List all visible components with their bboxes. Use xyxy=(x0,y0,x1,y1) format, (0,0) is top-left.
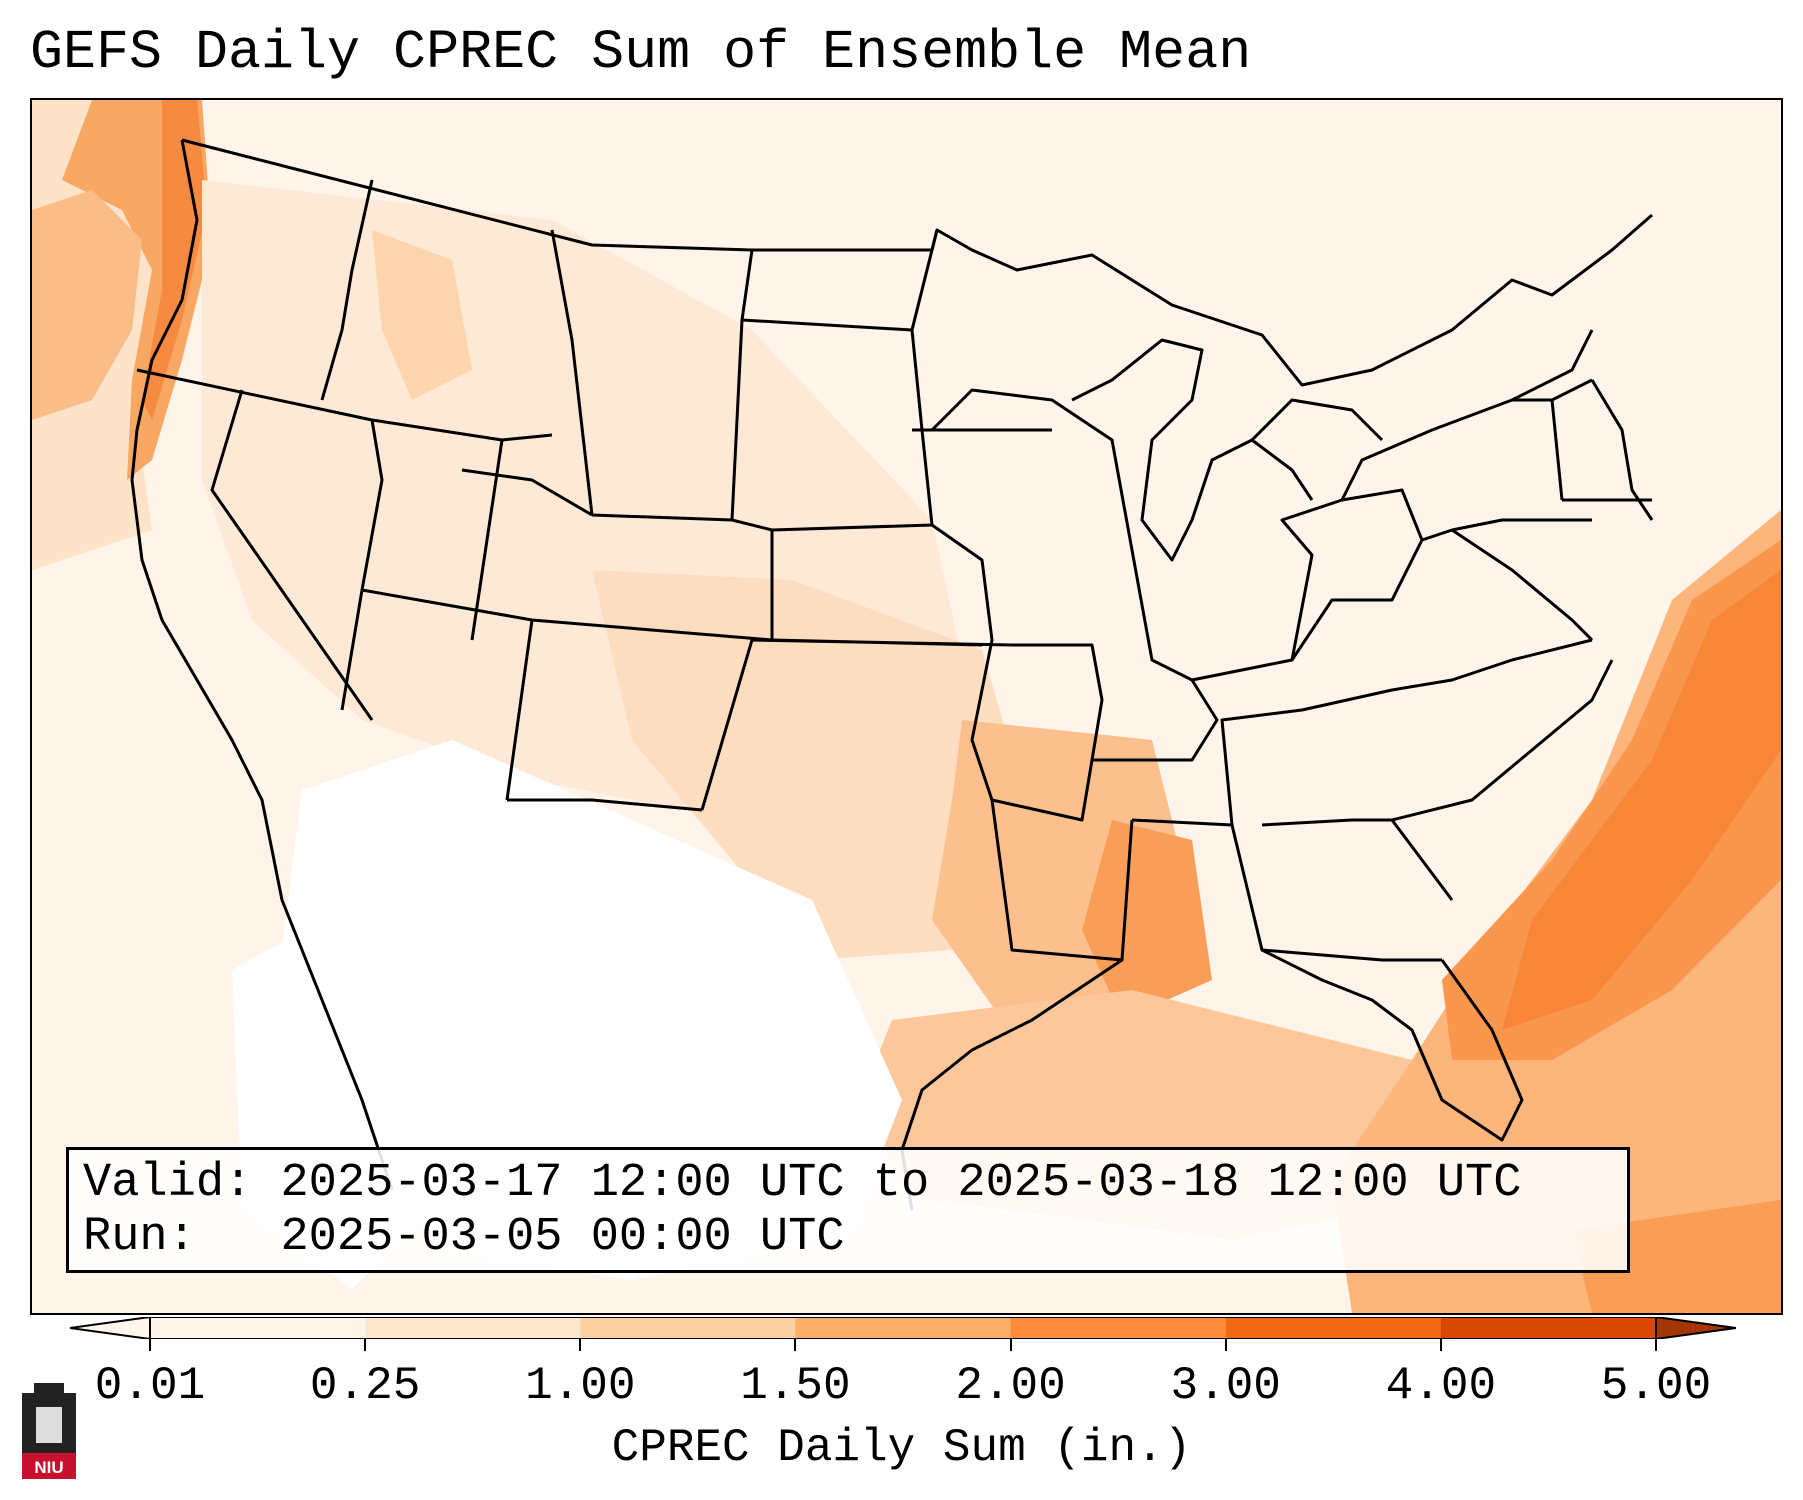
great-lakes-outline xyxy=(1071,338,1384,562)
colorbar-tick-mark xyxy=(1439,1339,1442,1351)
mississippi-heavy xyxy=(1082,820,1212,1020)
colorbar-extend-high xyxy=(1655,1317,1736,1339)
valid-label: Valid: xyxy=(83,1157,253,1210)
valid-value: 2025-03-17 12:00 UTC to 2025-03-18 12:00… xyxy=(280,1157,1522,1210)
pacific-swath xyxy=(32,190,142,420)
run-value: 2025-03-05 00:00 UTC xyxy=(280,1211,845,1264)
colorbar-tick-mark xyxy=(1655,1339,1657,1351)
west-states xyxy=(136,179,939,812)
logo-window xyxy=(36,1407,62,1443)
run-label: Run: xyxy=(83,1211,196,1264)
colorbar-extend-low xyxy=(70,1317,151,1339)
colorbar-tick-mark xyxy=(579,1339,582,1351)
southwest-dry-area xyxy=(282,740,902,1280)
southeast-states xyxy=(900,659,1614,1211)
map-title: GEFS Daily CPREC Sum of Ensemble Mean xyxy=(30,21,1252,84)
colorbar-segment xyxy=(1010,1317,1227,1339)
precipitation-map xyxy=(30,98,1783,1315)
colorbar-segment xyxy=(1440,1317,1657,1339)
valid-row: Valid: 2025-03-17 12:00 UTC to 2025-03-1… xyxy=(83,1157,1627,1211)
colorbar-tick-label: 0.25 xyxy=(309,1360,421,1412)
colorbar-tick-mark xyxy=(1009,1339,1012,1351)
colorbar-segment xyxy=(365,1317,581,1339)
colorbar-tick-label: 4.00 xyxy=(1385,1360,1497,1412)
colorbar-segment xyxy=(1225,1317,1442,1339)
northeast-states xyxy=(1340,329,1654,521)
state-boundaries xyxy=(130,138,1654,1211)
atlantic-heaviest-core xyxy=(1502,570,1781,1030)
colorbar-segments xyxy=(150,1317,1657,1339)
logo-banner xyxy=(22,1453,76,1479)
great-plains-shading xyxy=(592,570,1032,960)
colorbar-tick-mark xyxy=(1224,1339,1227,1351)
colorbar-tick-label: 1.00 xyxy=(525,1360,636,1412)
colorbar-tick-label: 2.00 xyxy=(955,1360,1066,1412)
colorbar-tick-mark xyxy=(364,1339,367,1351)
canada-us-border xyxy=(181,138,1653,387)
map-canvas xyxy=(32,100,1781,1313)
colorbar-tick-mark xyxy=(149,1339,151,1351)
colorbar-tick-label: 0.01 xyxy=(94,1360,206,1412)
idaho-shading xyxy=(372,230,472,400)
colorbar-tick-mark xyxy=(794,1339,797,1351)
logo-tower-top xyxy=(34,1383,64,1397)
colorbar xyxy=(70,1317,1736,1339)
colorbar-tick-label: 1.50 xyxy=(740,1360,851,1412)
colorbar-tick-label: 3.00 xyxy=(1170,1360,1281,1412)
valid-run-info-box: Valid: 2025-03-17 12:00 UTC to 2025-03-1… xyxy=(66,1147,1630,1273)
colorbar-label: CPREC Daily Sum (in.) xyxy=(611,1422,1192,1474)
run-row: Run: 2025-03-05 00:00 UTC xyxy=(83,1211,1627,1265)
colorbar-segment xyxy=(580,1317,796,1339)
colorbar-tick-label: 5.00 xyxy=(1600,1360,1712,1412)
colorbar-outline xyxy=(149,1317,1657,1339)
pacific-coast xyxy=(130,139,394,1191)
colorbar-segment xyxy=(150,1317,366,1339)
logo-text: NIU xyxy=(34,1458,63,1477)
colorbar-segment xyxy=(795,1317,1012,1339)
niu-logo: NIU xyxy=(22,1383,76,1479)
